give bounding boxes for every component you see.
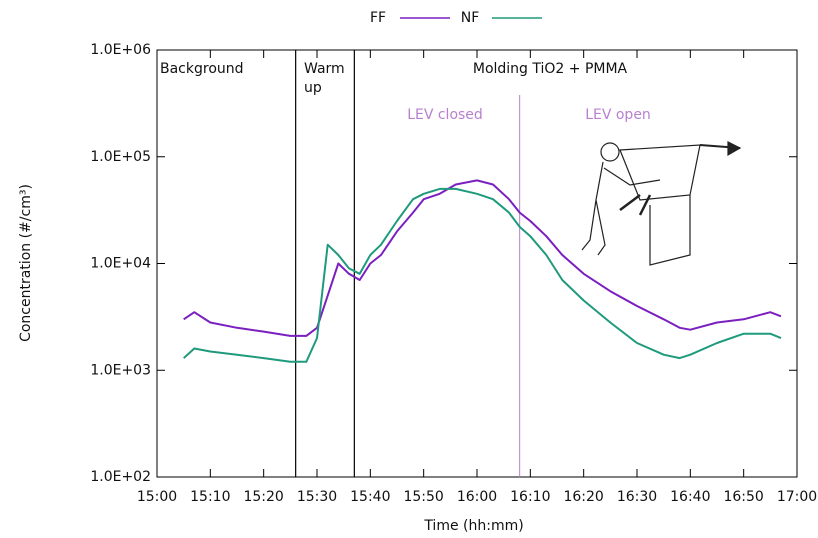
series-line — [183, 179, 782, 337]
annotation: Background — [160, 61, 244, 77]
y-tick-label: 1.0E+05 — [90, 149, 151, 165]
x-tick-label: 16:30 — [617, 489, 657, 505]
x-tick-label: 15:40 — [350, 489, 390, 505]
x-tick-label: 15:30 — [297, 489, 337, 505]
x-axis-title: Time (hh:mm) — [423, 518, 523, 534]
x-tick-label: 16:50 — [723, 489, 763, 505]
x-tick-label: 16:00 — [457, 489, 497, 505]
annotation: up — [304, 80, 322, 96]
y-tick-label: 1.0E+04 — [90, 256, 151, 272]
x-tick-label: 17:00 — [777, 489, 817, 505]
x-tick-label: 15:10 — [190, 489, 230, 505]
worker-illustration — [581, 141, 742, 266]
y-axis-title: Concentration (#/cm³) — [18, 184, 34, 342]
x-tick-label: 16:10 — [510, 489, 550, 505]
annotation: LEV closed — [407, 107, 483, 123]
annotation: LEV open — [585, 107, 651, 123]
x-tick-label: 16:20 — [563, 489, 603, 505]
series-line — [183, 187, 782, 363]
annotation: Warm — [304, 61, 345, 77]
y-tick-label: 1.0E+02 — [90, 469, 151, 485]
annotation: Molding TiO2 + PMMA — [473, 61, 628, 77]
legend-label: FF — [370, 10, 386, 26]
legend-label: NF — [461, 10, 480, 26]
x-tick-label: 15:00 — [137, 489, 177, 505]
y-tick-label: 1.0E+06 — [90, 42, 151, 58]
x-tick-label: 15:50 — [403, 489, 443, 505]
x-tick-label: 15:20 — [243, 489, 283, 505]
y-tick-label: 1.0E+03 — [90, 362, 151, 378]
x-tick-label: 16:40 — [670, 489, 710, 505]
